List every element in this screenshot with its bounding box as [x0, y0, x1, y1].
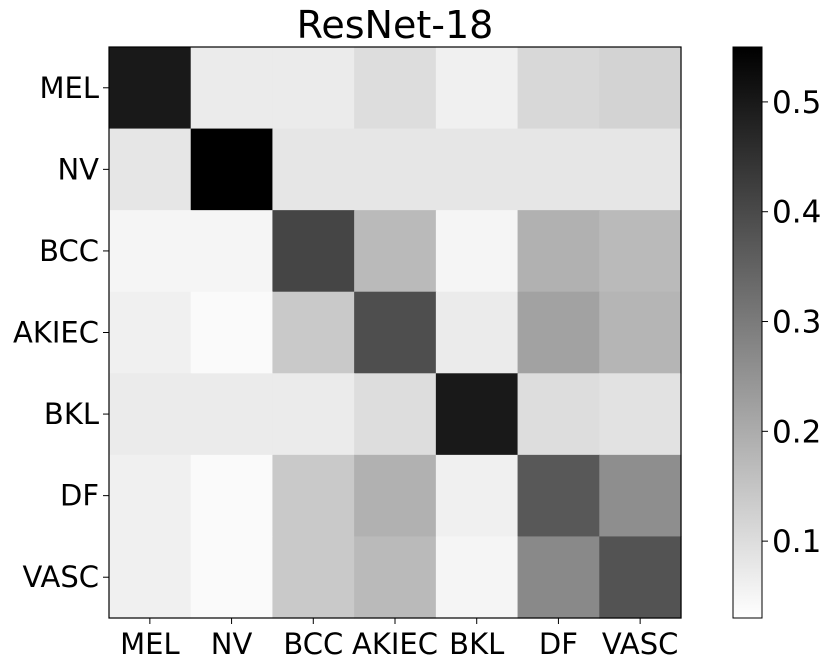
heatmap-cell [109, 210, 192, 293]
heatmap-cell [109, 373, 192, 456]
heatmap-cell [190, 373, 274, 456]
colorbar [732, 46, 763, 619]
heatmap-cell [599, 47, 682, 130]
y-tick-label: DF [60, 479, 99, 513]
heatmap-cell [354, 291, 437, 374]
heatmap-cell [272, 291, 355, 374]
heatmap-cell [354, 128, 437, 211]
heatmap-cell [435, 536, 519, 619]
heatmap-cell [599, 291, 682, 374]
heatmap-cell [435, 210, 519, 293]
heatmap-cell [354, 536, 437, 619]
y-tick-label: VASC [23, 560, 99, 594]
heatmap-cell [272, 454, 355, 538]
heatmap-cell [272, 128, 355, 211]
x-axis: MEL NV BCC AKIEC BKL DF VASC [120, 618, 678, 661]
heatmap-cell [599, 210, 682, 293]
heatmap-cell [517, 128, 600, 211]
heatmap-cell [354, 210, 437, 293]
heatmap-cell [354, 47, 437, 130]
x-tick-label: VASC [602, 627, 678, 661]
heatmap-cell [190, 536, 274, 619]
x-tick-label: AKIEC [352, 627, 438, 661]
heatmap-cell [190, 291, 274, 374]
y-tick-label: NV [57, 152, 99, 186]
x-tick-label: DF [539, 627, 578, 661]
colorbar-tick-label: 0.4 [772, 195, 821, 231]
heatmap-cell [517, 536, 600, 619]
heatmap-cell [599, 128, 682, 211]
colorbar-ticks: 0.1 0.2 0.3 0.4 0.5 [762, 85, 821, 560]
heatmap-cell [272, 210, 355, 293]
heatmap-cell [435, 373, 519, 456]
heatmap-cell [109, 454, 192, 538]
heatmap-cell [109, 291, 192, 374]
colorbar-tick-label: 0.2 [772, 414, 821, 450]
heatmap-cell [109, 128, 192, 211]
heatmap-cells [109, 47, 682, 619]
y-tick-label: AKIEC [13, 316, 99, 350]
heatmap-cell [109, 47, 192, 130]
heatmap-cell [435, 454, 519, 538]
x-tick-label: BKL [449, 627, 504, 661]
heatmap-cell [599, 454, 682, 538]
y-tick-label: MEL [39, 71, 99, 105]
x-tick-label: NV [211, 627, 253, 661]
heatmap-cell [435, 291, 519, 374]
colorbar-tick-label: 0.5 [772, 85, 821, 121]
x-tick-label: BCC [283, 627, 343, 661]
heatmap-cell [190, 128, 274, 211]
y-tick-label: BCC [39, 234, 99, 268]
heatmap-cell [272, 373, 355, 456]
heatmap-cell [517, 454, 600, 538]
heatmap-cell [190, 454, 274, 538]
heatmap-cell [109, 536, 192, 619]
heatmap-cell [354, 454, 437, 538]
chart-title: ResNet-18 [297, 3, 494, 47]
heatmap-cell [517, 47, 600, 130]
y-axis: MEL NV BCC AKIEC BKL DF VASC [13, 71, 109, 594]
heatmap-cell [599, 536, 682, 619]
heatmap-cell [190, 210, 274, 293]
heatmap-cell [517, 291, 600, 374]
heatmap-cell [435, 128, 519, 211]
heatmap-cell [599, 373, 682, 456]
colorbar-tick-label: 0.3 [772, 305, 821, 341]
heatmap-cell [517, 210, 600, 293]
heatmap-cell [517, 373, 600, 456]
heatmap-cell [190, 47, 274, 130]
x-tick-label: MEL [120, 627, 180, 661]
colorbar-tick-label: 0.1 [772, 524, 821, 560]
heatmap-cell [354, 373, 437, 456]
y-tick-label: BKL [44, 397, 99, 431]
heatmap-cell [272, 536, 355, 619]
heatmap-cell [272, 47, 355, 130]
heatmap-cell [435, 47, 519, 130]
